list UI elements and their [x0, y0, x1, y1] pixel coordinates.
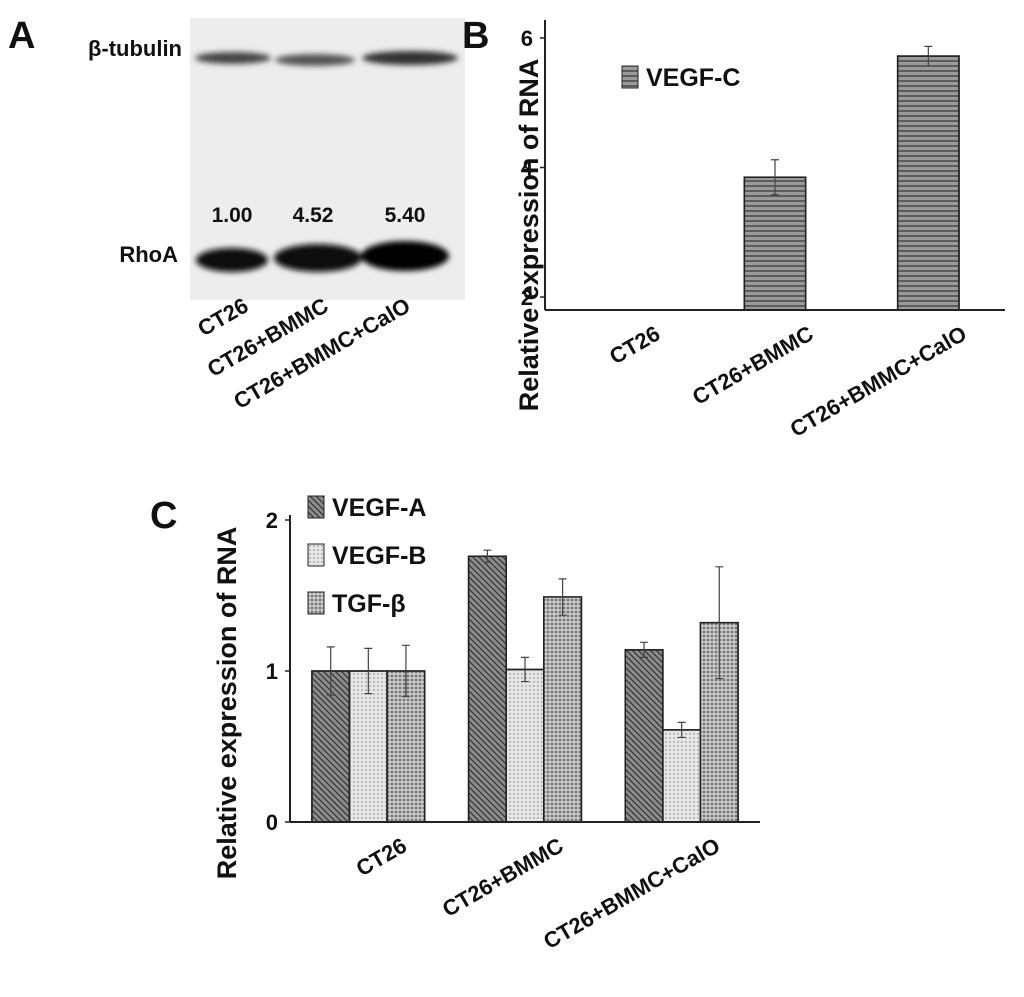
- protein-label: β-tubulin: [88, 36, 182, 61]
- legend-label: VEGF-B: [332, 542, 426, 570]
- blot-panel: A β-tubulin RhoA 1.00 4.52 5.40 CT26 CT2…: [8, 15, 465, 414]
- error-bar: [771, 159, 779, 196]
- bar-hatch: [311, 670, 351, 823]
- legend-swatch-hatch: [307, 543, 325, 567]
- bar-hatch: [624, 649, 664, 823]
- bar-hatch: [743, 176, 807, 311]
- legend-label: VEGF-A: [332, 494, 426, 522]
- panel-letter: C: [150, 495, 177, 537]
- error-bar: [364, 647, 373, 695]
- error-bar: [924, 45, 933, 67]
- x-tick-label: CT26+BMMC: [438, 833, 568, 922]
- y-tick-label: 6: [521, 26, 533, 51]
- x-tick-label: CT26+BMMC: [688, 321, 818, 410]
- bar-hatch: [662, 729, 702, 823]
- bar-hatch: [505, 668, 545, 823]
- panel-letter: B: [462, 15, 489, 57]
- x-tick-label: CT26+BMMC+CalO: [539, 833, 724, 954]
- quantity-label: 1.00: [212, 204, 253, 227]
- legend-label: VEGF-C: [646, 64, 740, 92]
- quantity-label: 5.40: [385, 204, 426, 227]
- error-bar: [558, 578, 567, 616]
- error-bar: [401, 644, 410, 698]
- y-tick-label: 4: [521, 156, 534, 181]
- error-bar: [677, 721, 686, 739]
- x-tick-label: CT26: [352, 833, 411, 882]
- error-bar: [483, 549, 492, 563]
- legend-swatch-hatch: [307, 591, 325, 615]
- y-tick-label: 2: [266, 508, 278, 533]
- bar-hatch: [543, 596, 583, 823]
- legend-label: TGF-β: [332, 590, 406, 618]
- y-axis-label: Relative expression of RNA: [514, 59, 544, 412]
- bar-hatch: [896, 55, 960, 311]
- x-tick-label: CT26: [605, 321, 664, 370]
- panel-letter: A: [8, 15, 35, 57]
- y-tick-label: 1: [266, 659, 278, 684]
- quantity-label: 4.52: [293, 204, 334, 227]
- y-tick-label: 0: [266, 810, 278, 835]
- y-axis-label: Relative expression of RNA: [212, 527, 242, 880]
- error-bar: [521, 656, 529, 683]
- protein-label: RhoA: [119, 242, 178, 267]
- legend-swatch-hatch: [621, 65, 639, 89]
- error-bar: [715, 566, 724, 680]
- y-tick-label: 2: [521, 285, 533, 310]
- error-bar: [326, 646, 335, 696]
- blot-bands: [195, 51, 458, 272]
- error-bar: [640, 641, 649, 659]
- bar-hatch: [467, 555, 507, 823]
- legend-swatch-hatch: [307, 495, 325, 519]
